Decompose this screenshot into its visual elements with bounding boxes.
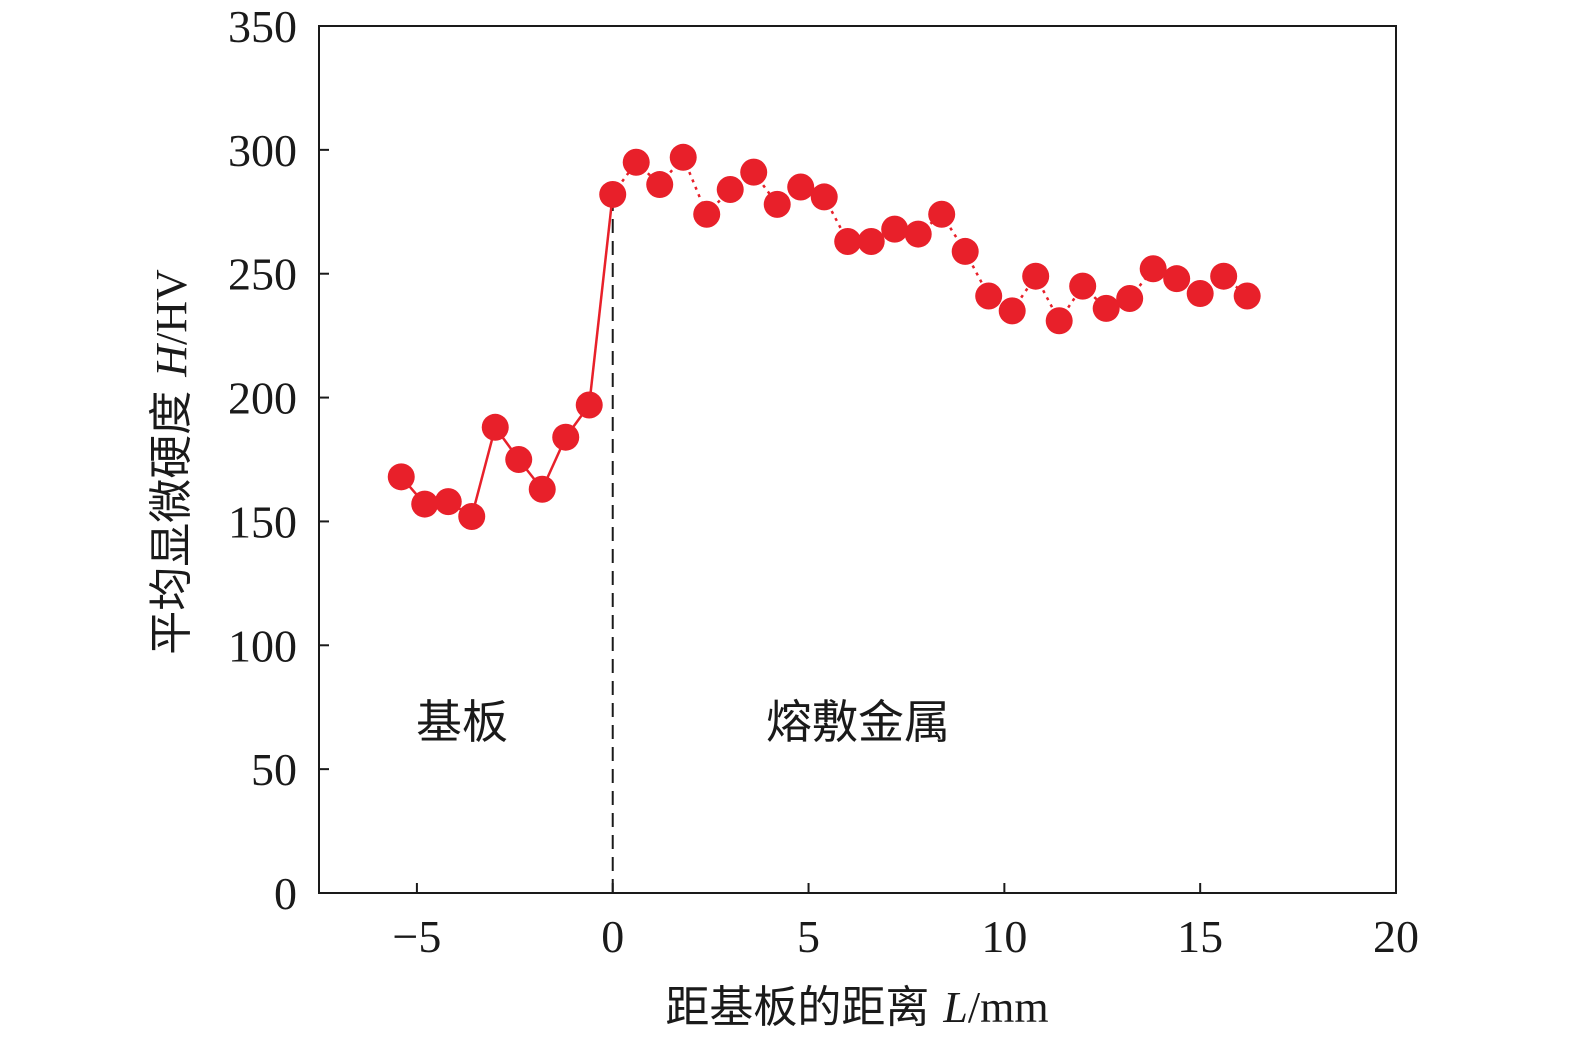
data-point (928, 200, 956, 228)
plot-area (387, 143, 1261, 893)
data-point (481, 413, 509, 441)
data-point (434, 488, 462, 516)
data-point (387, 463, 415, 491)
y-tick-label: 150 (228, 496, 297, 547)
y-tick-label: 0 (274, 868, 297, 919)
y-tick-label: 300 (228, 125, 297, 176)
y-tick-label: 100 (228, 620, 297, 671)
series-segment (1128, 267, 1155, 300)
data-point (1022, 262, 1050, 290)
x-tick-label: 15 (1177, 911, 1223, 962)
data-point (1069, 272, 1097, 300)
data-point (505, 446, 533, 473)
data-point (552, 423, 580, 451)
x-tick-label: 0 (601, 911, 624, 962)
data-point (998, 297, 1026, 325)
y-axis-title: 平均显微硬度 H/HV (146, 269, 197, 655)
data-point (693, 200, 721, 228)
data-point (951, 237, 979, 265)
x-tick-label: 10 (981, 911, 1027, 962)
data-point (622, 148, 650, 176)
data-point (1163, 265, 1191, 293)
series-segment (470, 426, 497, 517)
x-tick-label: 5 (797, 911, 820, 962)
data-point (834, 228, 862, 256)
data-point (763, 190, 791, 218)
data-point (857, 228, 885, 256)
plot-frame (318, 25, 1397, 894)
data-point (1186, 280, 1214, 308)
y-tick-label: 250 (228, 249, 297, 300)
data-point (1092, 294, 1120, 322)
data-point (528, 475, 556, 503)
annotation-deposited-metal: 熔敷金属 (766, 695, 950, 749)
series-segment (705, 188, 732, 216)
data-point (975, 282, 1003, 310)
data-point (716, 175, 744, 203)
data-point (1210, 262, 1238, 290)
data-point (1045, 307, 1073, 335)
data-point (1139, 255, 1167, 283)
data-point (904, 220, 932, 248)
data-point (810, 183, 838, 211)
data-point (740, 158, 768, 186)
data-point (411, 490, 439, 518)
data-point (881, 215, 909, 243)
data-point (575, 391, 603, 419)
annotation-substrate: 基板 (416, 695, 508, 749)
series-segment (587, 194, 614, 406)
data-point (599, 180, 627, 208)
data-point (458, 502, 486, 530)
x-axis-title: 距基板的距离 L/mm (665, 982, 1048, 1033)
series-segment (658, 156, 685, 186)
data-point (1116, 284, 1144, 312)
y-tick-label: 50 (251, 744, 297, 795)
x-tick-label: 20 (1373, 911, 1419, 962)
data-point (787, 173, 815, 201)
data-point (669, 143, 697, 171)
x-tick-label: −5 (392, 911, 441, 962)
y-tick-label: 350 (228, 1, 297, 52)
data-point (646, 171, 674, 199)
data-point (1233, 282, 1261, 310)
y-tick-label: 200 (228, 373, 297, 424)
